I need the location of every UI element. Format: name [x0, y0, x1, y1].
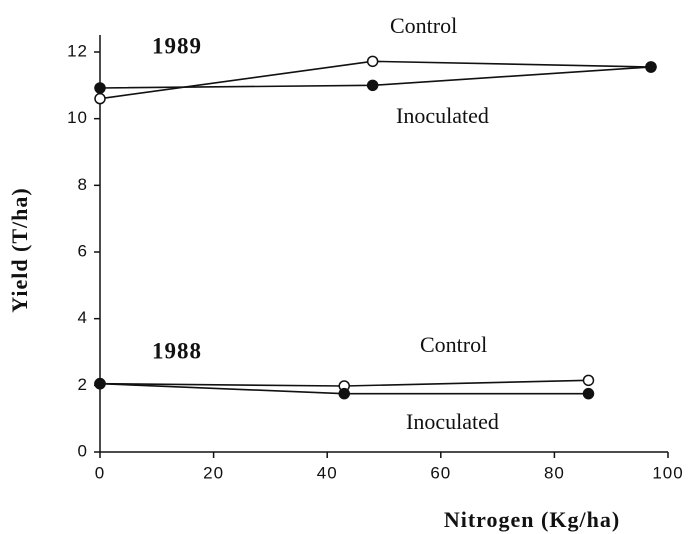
x-axis-title: Nitrogen (Kg/ha) — [444, 507, 620, 532]
point — [94, 377, 106, 390]
point — [366, 55, 379, 68]
x-tick-label: 20 — [203, 463, 224, 482]
series-label: Inoculated — [396, 103, 489, 128]
x-tick-label: 40 — [317, 463, 338, 482]
x-tick-label: 0 — [95, 463, 105, 482]
x-tick-label: 80 — [544, 463, 565, 482]
y-tick-label: 0 — [78, 441, 88, 460]
series-label: Control — [420, 332, 487, 357]
y-tick-label: 4 — [78, 308, 88, 327]
series-line — [99, 60, 651, 100]
y-tick-label: 10 — [67, 108, 88, 127]
series-label: Inoculated — [406, 409, 499, 434]
y-tick-label: 6 — [78, 241, 88, 260]
year-label: 1988 — [152, 338, 202, 363]
series-label: Control — [390, 13, 457, 38]
point — [366, 79, 379, 92]
y-axis-title: Yield (T/ha) — [7, 187, 32, 312]
y-tick-label: 8 — [78, 175, 88, 194]
point — [645, 61, 657, 73]
point — [94, 92, 106, 105]
point — [582, 374, 595, 387]
point — [582, 387, 595, 400]
x-tick-label: 100 — [652, 463, 683, 482]
point — [338, 387, 350, 400]
point — [94, 82, 106, 94]
year-label: 1989 — [152, 33, 202, 58]
y-tick-label: 12 — [67, 41, 88, 60]
x-tick-label: 60 — [430, 463, 451, 482]
y-tick-label: 2 — [78, 375, 88, 394]
